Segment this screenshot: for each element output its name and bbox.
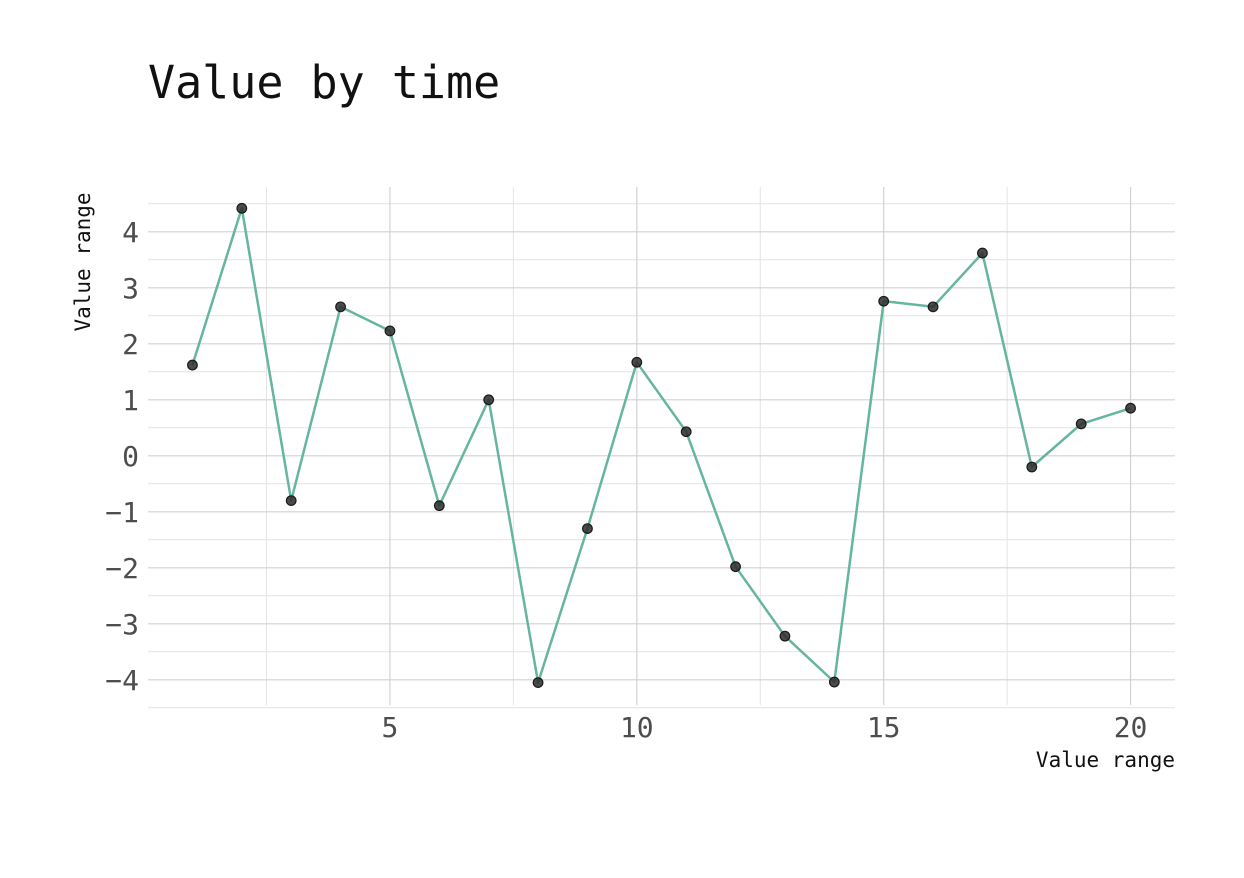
data-point [730, 561, 741, 573]
data-point [384, 325, 396, 337]
data-point [483, 394, 495, 406]
data-point [878, 295, 890, 307]
data-point [680, 426, 692, 438]
data-point [285, 495, 297, 507]
data-point [236, 202, 248, 214]
data-point [977, 247, 988, 259]
data-point [582, 523, 593, 534]
data-point [1075, 418, 1087, 430]
y-tick-label: −4 [105, 664, 139, 697]
data-point [828, 676, 840, 688]
data-point [433, 500, 445, 512]
data-point [1026, 461, 1038, 473]
data-point [631, 356, 643, 368]
x-tick-label: 10 [620, 711, 654, 744]
tick-labels: −4 −3 −2 −1 0 1 2 3 4 5 10 15 20 [105, 216, 1147, 744]
data-point [779, 630, 791, 642]
series-line [191, 207, 1131, 684]
y-tick-label: 3 [122, 272, 139, 305]
data-points [187, 202, 1136, 688]
x-axis-title: Value range [1036, 748, 1175, 772]
y-tick-label: −3 [105, 608, 139, 641]
x-tick-label: 15 [867, 711, 901, 744]
y-tick-label: −1 [105, 496, 139, 529]
y-tick-label: 4 [122, 216, 139, 249]
y-tick-label: −2 [105, 552, 139, 585]
x-tick-label: 20 [1114, 711, 1148, 744]
grid [148, 187, 1175, 709]
chart-title: Value by time [148, 56, 501, 109]
y-tick-label: 0 [122, 440, 139, 473]
data-point [1125, 402, 1136, 414]
data-point [187, 359, 198, 371]
data-point [335, 301, 346, 313]
y-tick-label: 1 [122, 384, 139, 417]
y-axis-title: Value range [71, 192, 95, 331]
x-tick-label: 5 [382, 711, 399, 744]
data-point [532, 677, 544, 688]
data-point [927, 301, 939, 313]
y-tick-label: 2 [122, 328, 139, 361]
